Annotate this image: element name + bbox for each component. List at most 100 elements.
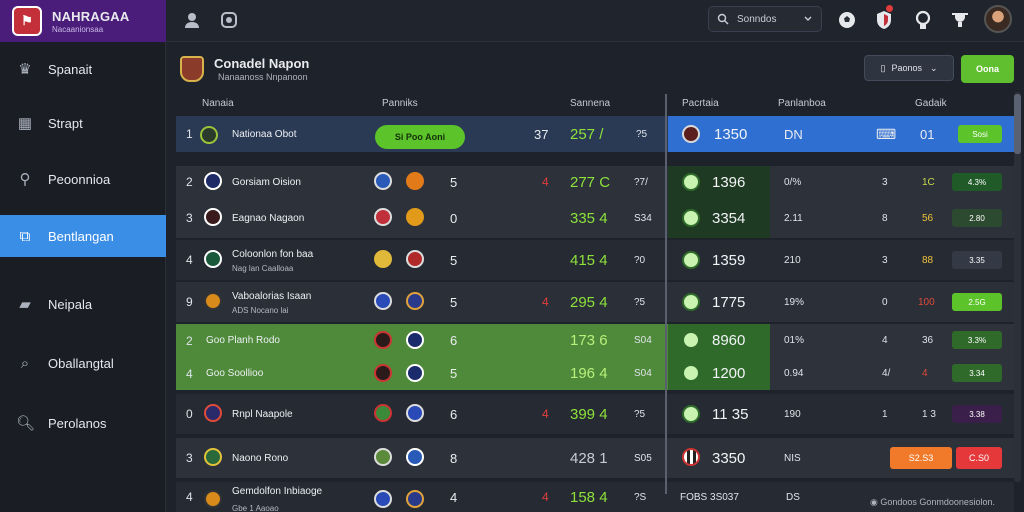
table-row[interactable]: 1 Nationaa Obot Si Poo Aoni 37 257 / ?5 … bbox=[176, 116, 1014, 152]
column-header[interactable]: Nanaia bbox=[202, 98, 234, 109]
team-badge-icon bbox=[406, 404, 424, 422]
stat-value: ?5 bbox=[634, 296, 646, 308]
brand-logo: ⚑ bbox=[12, 6, 42, 36]
table-row[interactable]: 0 Rnpl Naapole 6 4 399 4 ?5 11 35 190 1 … bbox=[176, 394, 1014, 434]
rank: 0 bbox=[186, 407, 193, 421]
table-row[interactable]: 2 Goo Planh Rodo 6 173 6 S04 8960 01% 4 … bbox=[176, 324, 1014, 357]
score-pill[interactable]: 2.80 bbox=[952, 209, 1002, 227]
action-button[interactable]: Oona bbox=[961, 55, 1014, 83]
stat-value: DS bbox=[786, 491, 800, 503]
stat-value: 1C bbox=[922, 176, 935, 188]
search-box[interactable]: Sonndos bbox=[708, 6, 822, 32]
sidebar-item-bentlangan[interactable]: ⧉ Bentlangan bbox=[0, 215, 166, 257]
sidebar-item-neipala[interactable]: ▰ Neipala bbox=[0, 283, 166, 325]
team-name: Naono Rono bbox=[232, 452, 289, 464]
points-value: 335 4 bbox=[570, 209, 608, 227]
search-label: Sonndos bbox=[737, 13, 777, 25]
chevron-down-icon: ⌄ bbox=[929, 62, 938, 73]
form-pill[interactable]: Si Poo Aoni bbox=[375, 125, 465, 149]
sidebar-item-label: Bentlangan bbox=[48, 228, 114, 244]
stat-value: 19% bbox=[784, 296, 805, 308]
column-header[interactable]: Panniks bbox=[382, 98, 418, 109]
column-divider bbox=[665, 94, 667, 494]
stat-value: S04 bbox=[634, 368, 652, 379]
table-row[interactable]: 4 Gemdolfon Inbiaoge Gbe 1 Aaoao 4 4 158… bbox=[176, 482, 1014, 512]
rating-value: 8960 bbox=[712, 332, 746, 349]
stat-value: S04 bbox=[634, 335, 652, 346]
score-pill[interactable]: 4.3% bbox=[952, 173, 1002, 191]
notification-dot bbox=[886, 5, 893, 12]
table-row[interactable]: 4 Goo Soollioo 5 196 4 S04 1200 0.94 4/ … bbox=[176, 357, 1014, 390]
scrollbar-thumb[interactable] bbox=[1014, 94, 1021, 154]
table-row[interactable]: 4 Coloonlon fon baa Nag lan Caalloaa 5 4… bbox=[176, 240, 1014, 280]
team-badge-icon bbox=[204, 292, 222, 310]
score-pill[interactable]: 2.5G bbox=[952, 293, 1002, 311]
table-row[interactable]: 3 Eagnao Nagaon 0 335 4 S34 3354 2.11 8 … bbox=[176, 200, 1014, 236]
sidebar: ♛ Spanait ▦ Strapt ⚲ Peoonnioa ⧉ Bentlangan … bbox=[0, 42, 166, 512]
stat-value: 190 bbox=[784, 408, 801, 420]
team-badge-icon bbox=[406, 364, 424, 382]
stat-value: S05 bbox=[634, 452, 652, 464]
team-badge-icon bbox=[204, 208, 222, 226]
stat-value: 4 bbox=[922, 368, 928, 379]
points-value: 277 C bbox=[570, 173, 611, 191]
stat-value: 1 bbox=[882, 408, 888, 420]
score-pill[interactable]: 3.35 bbox=[952, 251, 1002, 269]
stat-value: FOBS 3S037 bbox=[680, 491, 739, 503]
score-pill[interactable]: 3.34 bbox=[952, 364, 1002, 382]
sidebar-item-perolanos[interactable]: 🔍︎ Perolanos bbox=[0, 402, 166, 444]
rank: 2 bbox=[186, 333, 193, 348]
orange-pill[interactable]: S2.S3 bbox=[890, 447, 952, 469]
table-row[interactable]: 3 Naono Rono 8 428 1 S05 3350 NIS S2.S3 … bbox=[176, 438, 1014, 478]
check-icon bbox=[682, 209, 700, 227]
medal-icon[interactable] bbox=[912, 9, 934, 31]
trophy-icon[interactable] bbox=[949, 9, 971, 31]
table-row[interactable]: 9 Vaboalorias Isaan ADS Nocano lai 5 4 2… bbox=[176, 282, 1014, 322]
search-icon: ⌕ bbox=[20, 354, 30, 372]
stat-value: 4 bbox=[542, 490, 549, 504]
rating-value: 11 35 bbox=[712, 405, 749, 423]
user-icon[interactable] bbox=[181, 9, 203, 31]
score-pill[interactable]: 3.38 bbox=[952, 405, 1002, 423]
sidebar-item-oballangtal[interactable]: ⌕ Oballangtal bbox=[0, 342, 166, 384]
sidebar-item-peoonnioa[interactable]: ⚲ Peoonnioa bbox=[0, 158, 166, 200]
brand-subtitle: Nacaanionsaa bbox=[52, 24, 104, 34]
avatar[interactable] bbox=[984, 5, 1012, 33]
team-name: Gemdolfon Inbiaoge bbox=[232, 485, 323, 497]
scrollbar[interactable] bbox=[1014, 92, 1021, 482]
team-subname: Gbe 1 Aaoao bbox=[232, 504, 279, 512]
stat-value: 4 bbox=[542, 407, 549, 421]
column-header[interactable]: Panlanboa bbox=[778, 98, 826, 109]
sidebar-item-strapt[interactable]: ▦ Strapt bbox=[0, 102, 166, 144]
column-header[interactable]: Pacrtaia bbox=[682, 98, 719, 109]
stat-value: 0 bbox=[450, 210, 458, 226]
stat-value: 36 bbox=[922, 335, 934, 346]
score-pill[interactable]: 3.3% bbox=[952, 331, 1002, 349]
stat-value: 2.11 bbox=[784, 212, 803, 224]
table-row[interactable]: 2 Gorsiam Oision 5 4 277 C ?7/ 1396 0/% … bbox=[176, 164, 1014, 200]
points-value: 428 1 bbox=[570, 449, 608, 467]
sidebar-item-spanait[interactable]: ♛ Spanait bbox=[0, 48, 166, 90]
stat-value: S34 bbox=[634, 212, 652, 224]
sidebar-item-label: Spanait bbox=[48, 61, 93, 77]
check-icon bbox=[682, 331, 700, 349]
red-pill[interactable]: C.S0 bbox=[956, 447, 1002, 469]
shield-icon[interactable] bbox=[873, 9, 895, 31]
team-badge-icon bbox=[682, 448, 700, 466]
points-value: 173 6 bbox=[570, 332, 608, 349]
brand[interactable]: ⚑ NAHRAGAA Nacaanionsaa bbox=[0, 0, 166, 42]
stat-value: ?0 bbox=[634, 254, 646, 266]
settings-icon[interactable] bbox=[218, 9, 240, 31]
stat-value: 5 bbox=[450, 174, 458, 190]
column-header[interactable]: Gadaik bbox=[915, 98, 947, 109]
stat-value: 0 bbox=[882, 296, 888, 308]
ball-icon[interactable] bbox=[836, 9, 858, 31]
team-name: Eagnao Nagaon bbox=[232, 212, 305, 224]
team-badge-icon bbox=[204, 490, 222, 508]
stat-value: 5 bbox=[450, 366, 458, 381]
team-badge-icon bbox=[406, 292, 424, 310]
column-header[interactable]: Sannena bbox=[570, 98, 611, 109]
filter-dropdown-label: Paonos bbox=[891, 63, 922, 73]
score-pill[interactable]: Sosi bbox=[958, 125, 1002, 143]
filter-dropdown[interactable]: ▯ Paonos ⌄ bbox=[864, 55, 954, 81]
